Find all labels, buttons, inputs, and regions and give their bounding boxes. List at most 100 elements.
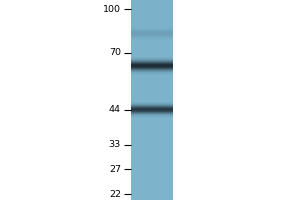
- Bar: [130, 57, 172, 58]
- Bar: [130, 66, 172, 67]
- Bar: [130, 190, 172, 191]
- Bar: [130, 65, 172, 66]
- Bar: [130, 55, 172, 56]
- Bar: [130, 150, 172, 151]
- Bar: [130, 34, 172, 35]
- Bar: [130, 34, 172, 35]
- Bar: [130, 81, 172, 82]
- Text: 22: 22: [109, 190, 121, 199]
- Bar: [130, 33, 172, 34]
- Bar: [130, 169, 172, 170]
- Bar: [130, 103, 172, 104]
- Bar: [130, 29, 172, 30]
- Bar: [130, 149, 172, 150]
- Bar: [130, 189, 172, 190]
- Text: 70: 70: [109, 48, 121, 57]
- Bar: [130, 161, 172, 162]
- Bar: [130, 185, 172, 186]
- Bar: [130, 6, 172, 7]
- Bar: [130, 64, 172, 65]
- Bar: [130, 116, 172, 117]
- Bar: [130, 148, 172, 149]
- Bar: [130, 39, 172, 40]
- Bar: [130, 28, 172, 29]
- Bar: [130, 1, 172, 2]
- Bar: [130, 0, 172, 1]
- Bar: [130, 141, 172, 142]
- Bar: [130, 88, 172, 89]
- Bar: [130, 78, 172, 79]
- Bar: [130, 144, 172, 145]
- Bar: [130, 37, 172, 38]
- Bar: [130, 143, 172, 144]
- Bar: [130, 10, 172, 11]
- Bar: [130, 130, 172, 131]
- Bar: [130, 140, 172, 141]
- Bar: [130, 68, 172, 69]
- Bar: [130, 164, 172, 165]
- Bar: [130, 133, 172, 134]
- Bar: [130, 103, 172, 104]
- Bar: [130, 155, 172, 156]
- Bar: [130, 51, 172, 52]
- Bar: [130, 139, 172, 140]
- Bar: [130, 142, 172, 143]
- Bar: [130, 61, 172, 62]
- Bar: [130, 116, 172, 117]
- Text: 27: 27: [109, 165, 121, 174]
- Bar: [130, 186, 172, 187]
- Text: 33: 33: [109, 140, 121, 149]
- Bar: [130, 72, 172, 73]
- Bar: [130, 62, 172, 63]
- Bar: [130, 199, 172, 200]
- Bar: [130, 22, 172, 23]
- Bar: [130, 98, 172, 99]
- Bar: [130, 57, 172, 58]
- Text: 100: 100: [103, 5, 121, 14]
- Bar: [130, 11, 172, 12]
- Bar: [130, 2, 172, 3]
- Bar: [130, 38, 172, 39]
- Bar: [130, 105, 172, 106]
- Bar: [130, 80, 172, 81]
- Bar: [130, 93, 172, 94]
- Bar: [130, 49, 172, 50]
- Bar: [130, 176, 172, 177]
- Bar: [130, 75, 172, 76]
- Bar: [130, 105, 172, 106]
- Bar: [130, 184, 172, 185]
- Bar: [130, 36, 172, 37]
- Bar: [130, 36, 172, 37]
- Bar: [130, 96, 172, 97]
- Bar: [130, 28, 172, 29]
- Bar: [130, 121, 172, 122]
- Bar: [130, 65, 172, 66]
- Bar: [130, 32, 172, 33]
- Bar: [130, 195, 172, 196]
- Bar: [130, 71, 172, 72]
- Bar: [130, 115, 172, 116]
- Bar: [130, 41, 172, 42]
- Bar: [130, 101, 172, 102]
- Bar: [130, 166, 172, 167]
- Bar: [130, 114, 172, 115]
- Bar: [130, 170, 172, 171]
- Bar: [130, 68, 172, 69]
- Bar: [130, 135, 172, 136]
- Bar: [130, 187, 172, 188]
- Bar: [130, 31, 172, 32]
- Bar: [130, 124, 172, 125]
- Bar: [130, 106, 172, 107]
- Bar: [130, 60, 172, 61]
- Bar: [130, 13, 172, 14]
- Bar: [130, 9, 172, 10]
- Bar: [130, 107, 172, 108]
- Bar: [130, 112, 172, 113]
- Bar: [130, 183, 172, 184]
- Bar: [130, 119, 172, 120]
- Bar: [130, 71, 172, 72]
- Bar: [130, 48, 172, 49]
- Bar: [130, 17, 172, 18]
- Bar: [130, 197, 172, 198]
- Bar: [130, 128, 172, 129]
